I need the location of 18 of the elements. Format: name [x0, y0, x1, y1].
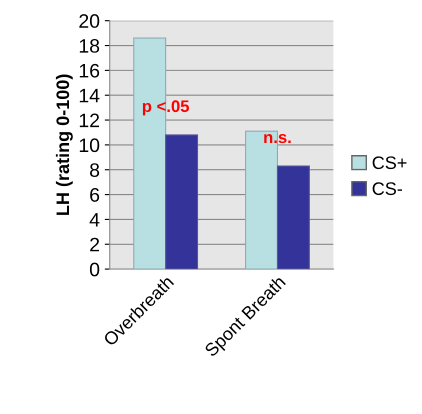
y-tick-label: 20 — [79, 14, 100, 28]
y-tick-label: 6 — [90, 188, 100, 202]
bar — [276, 165, 310, 270]
y-tick-label: 12 — [80, 114, 100, 128]
y-tick-label: 10 — [80, 138, 100, 152]
annotation: p <.05 — [142, 100, 190, 116]
y-tick-label: 18 — [80, 39, 100, 53]
y-tick-label: 0 — [90, 262, 100, 276]
y-axis-title: LH (rating 0-100) — [56, 74, 73, 215]
y-tick-label: 2 — [90, 238, 100, 252]
y-tick-label: 4 — [90, 213, 100, 226]
y-tick-label: 16 — [80, 64, 100, 78]
annotation: n.s. — [264, 134, 291, 144]
y-tick-label: 8 — [90, 163, 100, 177]
legend-label: CS+ — [372, 156, 406, 170]
legend-label: CS- — [372, 182, 402, 196]
bar — [165, 134, 198, 270]
y-tick-label: 14 — [80, 88, 100, 102]
